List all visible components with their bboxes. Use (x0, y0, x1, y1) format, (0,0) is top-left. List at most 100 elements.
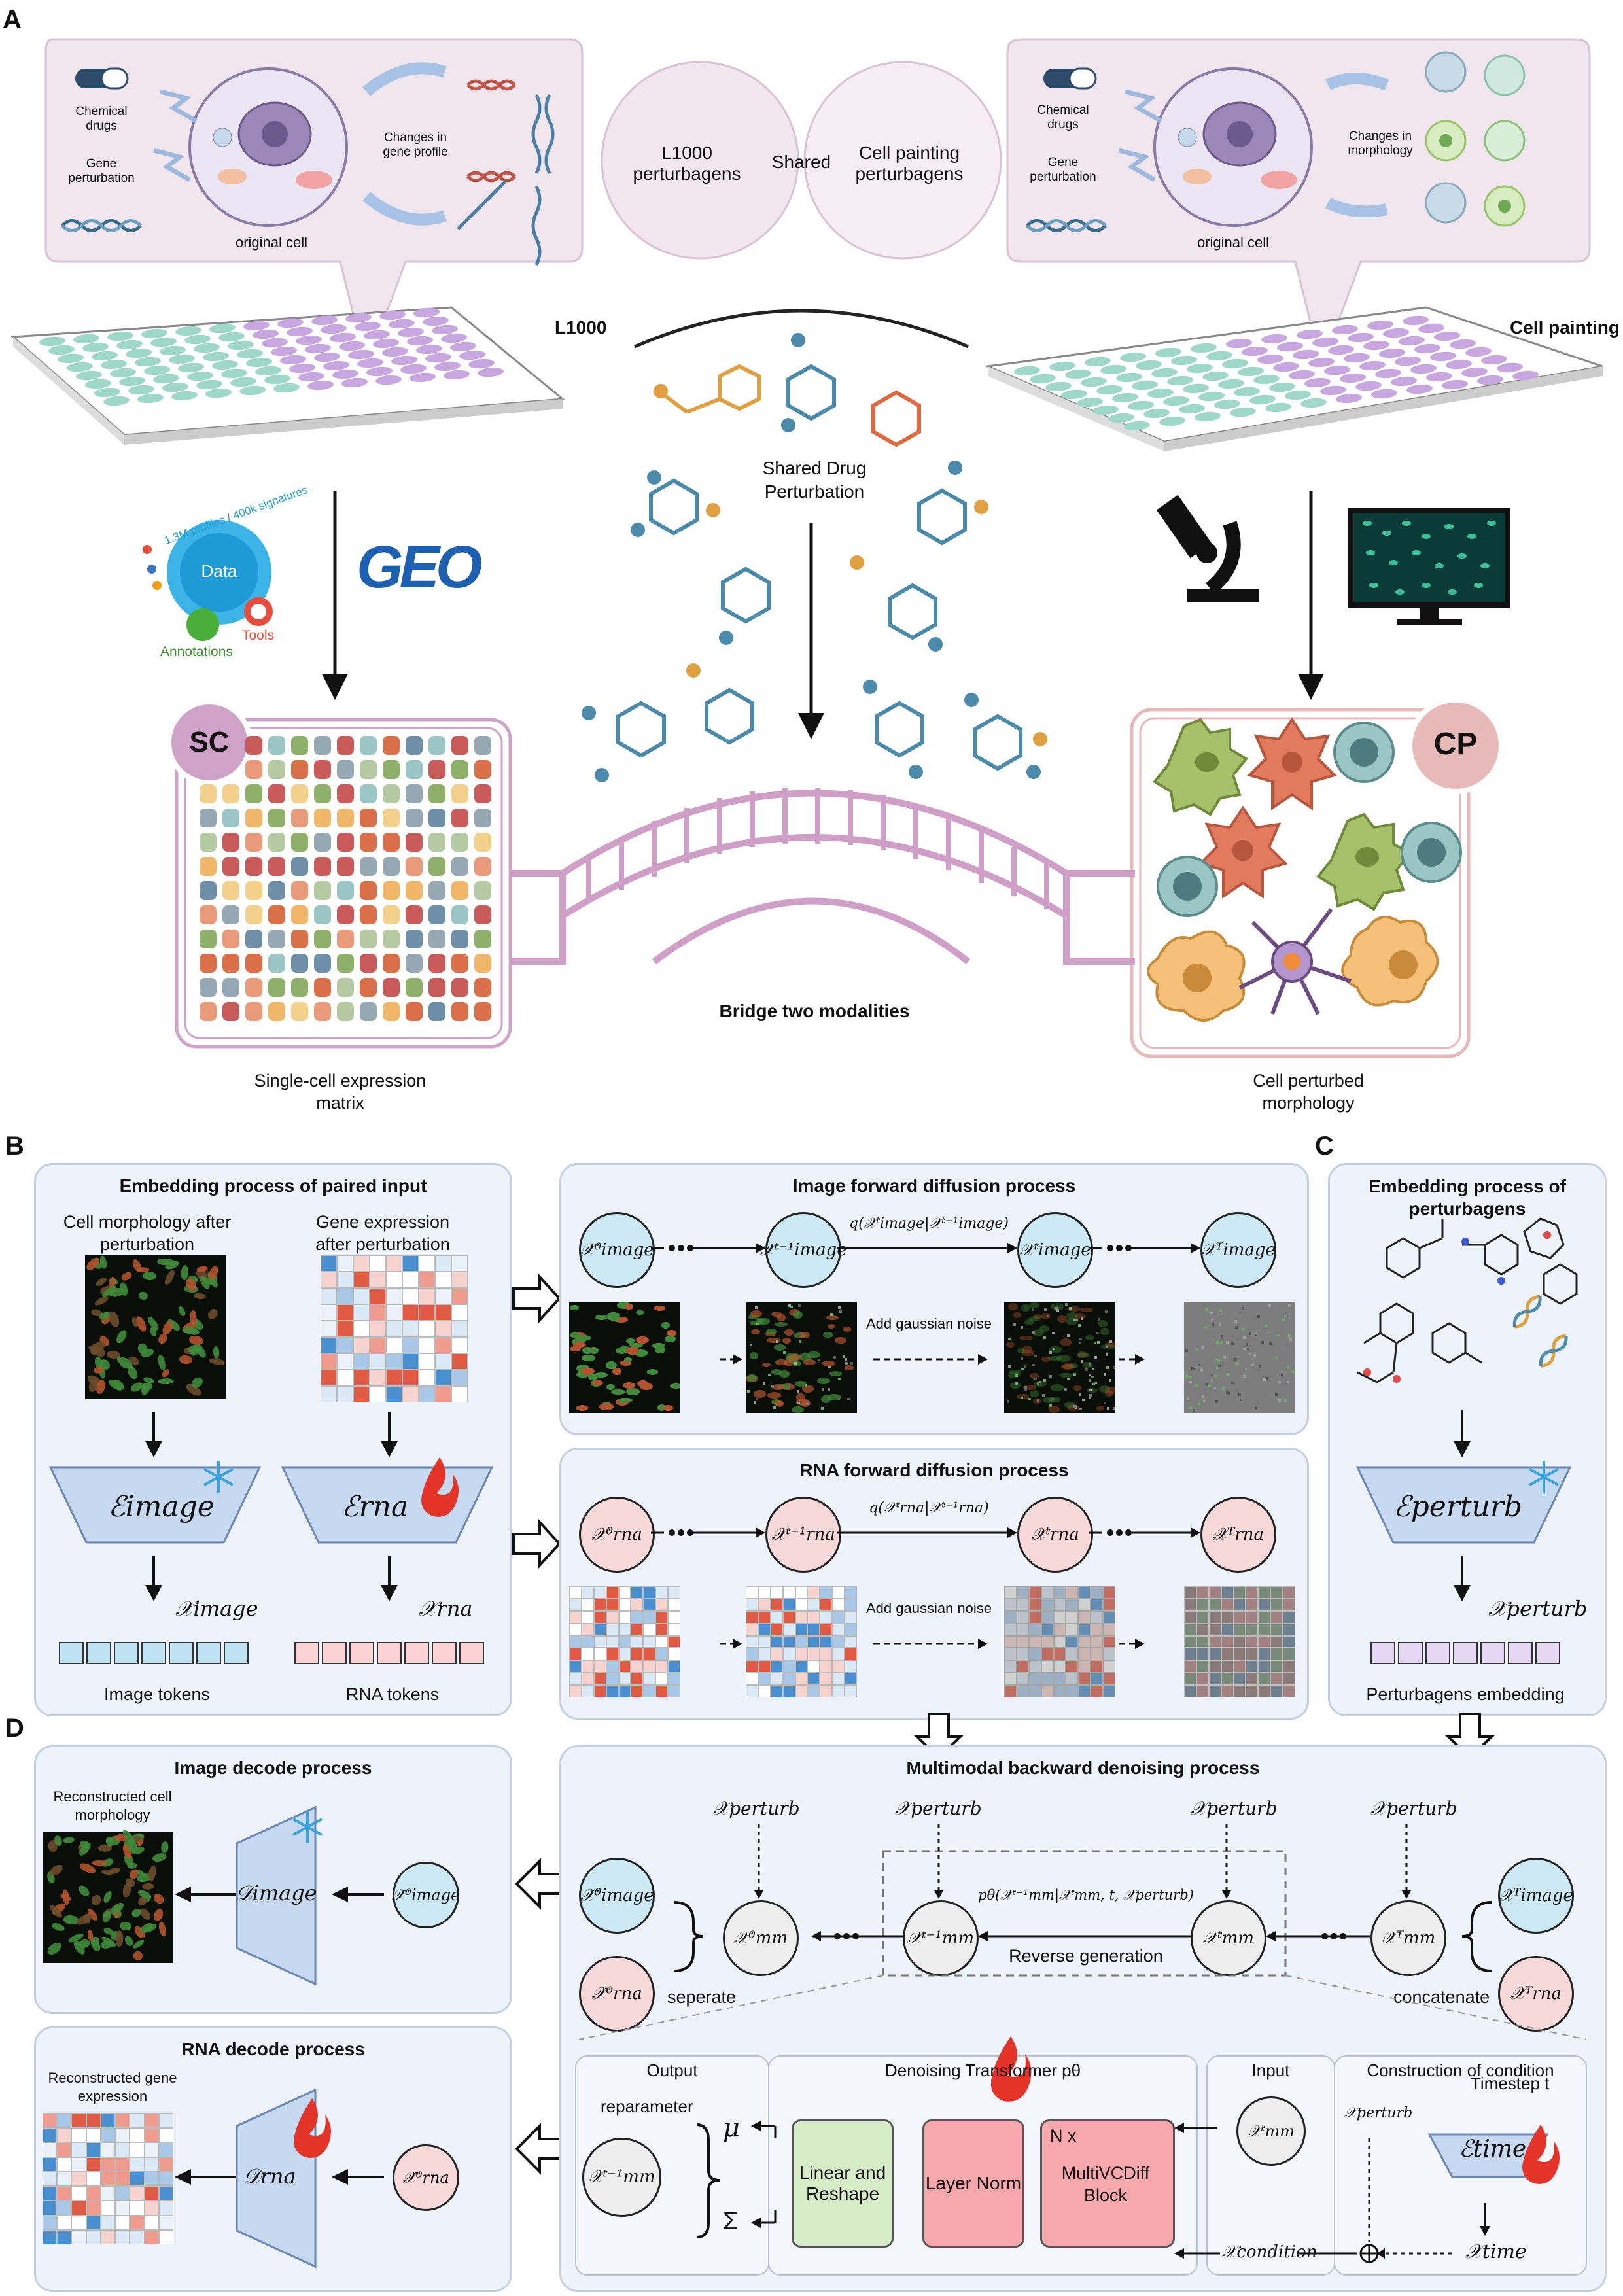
noise-dot (1204, 1388, 1208, 1391)
cell-blob (571, 1338, 585, 1345)
matrix-cell (383, 833, 400, 852)
noise-dot (1185, 1375, 1188, 1378)
noise-dot (787, 1382, 790, 1385)
heatmap-cell (1208, 1635, 1221, 1648)
noise-dot (1185, 1349, 1189, 1352)
q-image-label: q(𝒳ᵗimage|𝒳ᵗ⁻¹image) (848, 1215, 1009, 1232)
heatmap-cell (1066, 1635, 1079, 1648)
noise-dot (1253, 1353, 1256, 1357)
heatmap-cell (451, 1337, 468, 1353)
heatmap-cell (1283, 1685, 1295, 1697)
heatmap-cell (158, 2229, 173, 2244)
heatmap-cell (606, 1586, 619, 1599)
matrix-cell (245, 978, 262, 997)
cell-blob (570, 1332, 580, 1338)
input-state-node: 𝒳ᵗmm (1236, 2096, 1306, 2166)
matrix-cell (268, 954, 285, 973)
heatmap-cell (1091, 1623, 1104, 1636)
heatmap-cell (1283, 1610, 1295, 1624)
heatmap-cell (435, 1321, 451, 1337)
changes-morphology-label: Changes in morphology (1348, 130, 1413, 158)
noise-dot (1282, 1318, 1285, 1321)
cell-blob (826, 1315, 839, 1320)
matrix-cell (360, 881, 377, 900)
heatmap-cell (402, 1304, 419, 1321)
matrix-cell (474, 784, 491, 803)
heatmap-cell (1078, 1635, 1091, 1648)
noise-dot (1024, 1388, 1027, 1391)
cell-blob (747, 1374, 757, 1382)
heatmap-cell (1208, 1610, 1221, 1624)
noise-dot (768, 1374, 771, 1377)
noise-dot (1066, 1378, 1070, 1381)
heatmap-cell (1283, 1673, 1295, 1686)
heatmap-cell (1078, 1598, 1091, 1611)
rna-noise-frame-2 (1004, 1586, 1115, 1697)
heatmap-cell (618, 1648, 631, 1661)
heatmap-cell (770, 1586, 783, 1599)
sigma-label: Σ (723, 2208, 739, 2235)
heatmap-cell (130, 2186, 145, 2201)
noise-dot (1034, 1354, 1037, 1357)
noise-dot (1032, 1331, 1035, 1334)
heatmap-cell (1091, 1648, 1104, 1661)
noise-dot (837, 1397, 840, 1400)
heatmap-cell (593, 1610, 606, 1624)
heatmap-cell (807, 1586, 820, 1599)
heatmap-cell (1028, 1598, 1041, 1611)
heatmap-cell (419, 1337, 435, 1353)
heatmap-cell (1016, 1660, 1029, 1673)
heatmap-cell (1016, 1635, 1029, 1648)
heatmap-cell (451, 1353, 468, 1370)
rna-state-T: 𝒳ᵀrna (1200, 1497, 1276, 1573)
perturbagen-embedding-caption: Perturbagens embedding (1366, 1684, 1565, 1704)
reconstructed-expression-label: Reconstructed gene expression (48, 2070, 177, 2104)
heatmap-cell (1221, 1648, 1234, 1661)
heatmap-cell (115, 2229, 130, 2244)
noise-dot (797, 1402, 800, 1405)
noise-dot (1049, 1404, 1052, 1407)
heatmap-cell (451, 1255, 468, 1272)
noise-dot (1226, 1341, 1229, 1344)
heatmap-cell (655, 1635, 669, 1648)
cell-blob (1039, 1325, 1049, 1332)
matrix-cell (245, 784, 262, 803)
noise-dot (762, 1382, 765, 1385)
heatmap-cell (370, 1255, 386, 1272)
heatmap-cell (618, 1598, 631, 1611)
noise-dot (1097, 1340, 1100, 1344)
heatmap-cell (807, 1623, 820, 1636)
heatmap-cell (1208, 1648, 1221, 1661)
matrix-cell (268, 905, 285, 924)
noise-dot (1242, 1367, 1245, 1370)
heatmap-cell (832, 1660, 845, 1673)
cell-blob (1072, 1385, 1083, 1391)
noise-dot (1049, 1375, 1052, 1378)
heatmap-cell (845, 1635, 857, 1648)
heatmap-cell (1246, 1623, 1259, 1636)
matrix-cell (406, 1002, 423, 1021)
matrix-cell (360, 857, 377, 876)
heatmap-cell (419, 1353, 435, 1370)
heatmap-cell (386, 1386, 402, 1402)
heatmap-cell (1246, 1586, 1259, 1599)
image-noise-frame-0 (569, 1302, 680, 1413)
heatmap-cell (643, 1623, 656, 1636)
cell-blob (657, 1404, 667, 1411)
cell-blob (1034, 1314, 1042, 1319)
noise-dot (829, 1313, 833, 1317)
noise-dot (1213, 1386, 1216, 1389)
noise-dot (1007, 1365, 1011, 1368)
heatmap-cell (370, 1337, 386, 1353)
noise-dot (1212, 1323, 1215, 1327)
heatmap-cell (770, 1635, 783, 1648)
heatmap-cell (100, 2171, 116, 2187)
heatmap-cell (402, 1337, 419, 1353)
heatmap-cell (71, 2157, 86, 2172)
noise-dot (1075, 1318, 1078, 1321)
heatmap-cell (435, 1288, 451, 1304)
heatmap-cell (1233, 1586, 1246, 1599)
noise-dot (1212, 1334, 1215, 1338)
heatmap-cell (1103, 1586, 1115, 1599)
output-label: Output (646, 2061, 698, 2080)
